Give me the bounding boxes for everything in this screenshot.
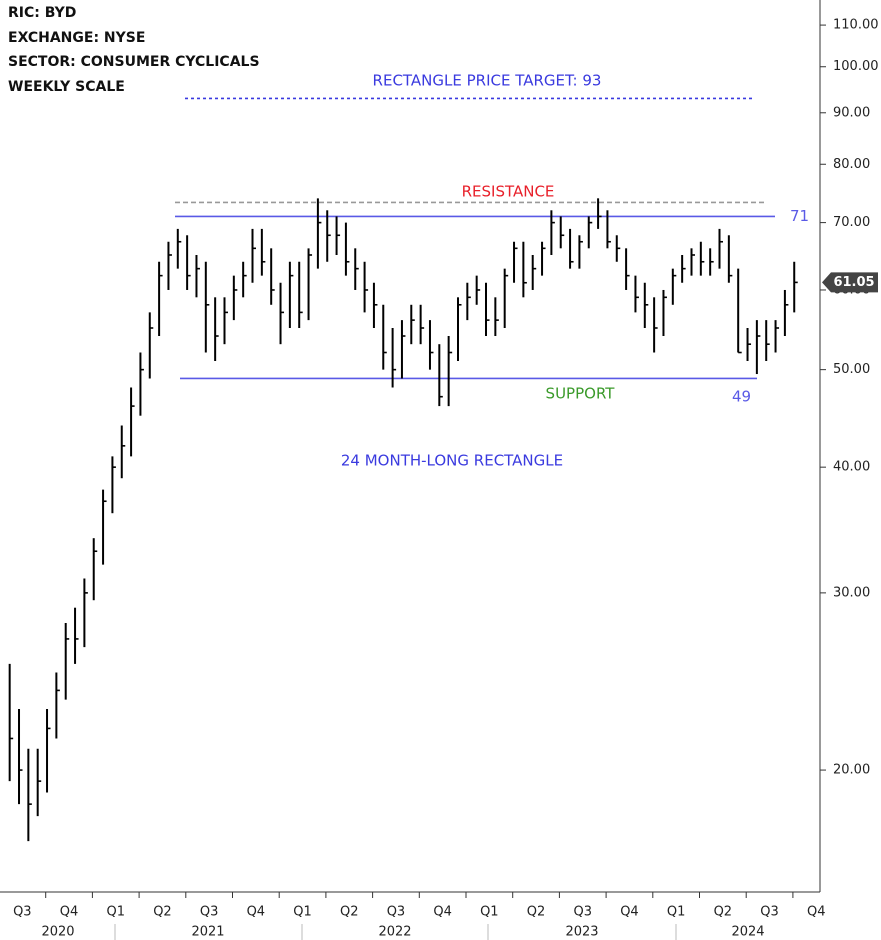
year-label: 2020 <box>41 925 74 940</box>
year-label: 2024 <box>731 925 764 940</box>
x-tick-label: Q2 <box>714 905 733 920</box>
x-tick-label: Q4 <box>620 905 639 920</box>
y-tick-label: 80.00 <box>833 157 870 172</box>
level-label: 49 <box>732 388 751 406</box>
annotation: SUPPORT <box>546 385 616 403</box>
year-label: 2021 <box>191 925 224 940</box>
x-tick-label: Q4 <box>247 905 266 920</box>
annotation: RESISTANCE <box>462 183 555 201</box>
y-tick-label: 70.00 <box>833 215 870 230</box>
y-tick-label: 30.00 <box>833 585 870 600</box>
x-tick-label: Q3 <box>573 905 592 920</box>
x-tick-label: Q4 <box>433 905 452 920</box>
x-tick-label: Q1 <box>667 905 686 920</box>
x-tick-label: Q3 <box>13 905 32 920</box>
price-tag-label: 61.05 <box>833 275 874 290</box>
header-line: WEEKLY SCALE <box>8 79 125 95</box>
y-tick-label: 50.00 <box>833 362 870 377</box>
x-tick-label: Q1 <box>106 905 125 920</box>
header-line: EXCHANGE: NYSE <box>8 30 145 46</box>
y-tick-label: 20.00 <box>833 763 870 778</box>
x-tick-label: Q1 <box>480 905 499 920</box>
x-tick-label: Q2 <box>153 905 172 920</box>
header-line: RIC: BYD <box>8 5 76 21</box>
y-tick-label: 100.00 <box>833 59 879 74</box>
level-label: 71 <box>790 207 809 225</box>
x-tick-label: Q1 <box>293 905 312 920</box>
x-tick-label: Q3 <box>760 905 779 920</box>
annotation: RECTANGLE PRICE TARGET: 93 <box>373 72 602 90</box>
y-tick-label: 90.00 <box>833 105 870 120</box>
header: RIC: BYD EXCHANGE: NYSE SECTOR: CONSUMER… <box>8 5 260 95</box>
x-tick-label: Q3 <box>387 905 406 920</box>
header-line: SECTOR: CONSUMER CYCLICALS <box>8 54 260 70</box>
x-tick-label: Q3 <box>200 905 219 920</box>
year-label: 2022 <box>378 925 411 940</box>
year-label: 2023 <box>565 925 598 940</box>
y-tick-label: 40.00 <box>833 460 870 475</box>
x-tick-label: Q2 <box>340 905 359 920</box>
x-tick-label: Q2 <box>527 905 546 920</box>
annotation: 24 MONTH-LONG RECTANGLE <box>341 452 563 470</box>
x-tick-label: Q4 <box>60 905 79 920</box>
price-tag <box>822 272 878 293</box>
x-tick-label: Q4 <box>807 905 826 920</box>
y-tick-label: 110.00 <box>833 18 879 33</box>
